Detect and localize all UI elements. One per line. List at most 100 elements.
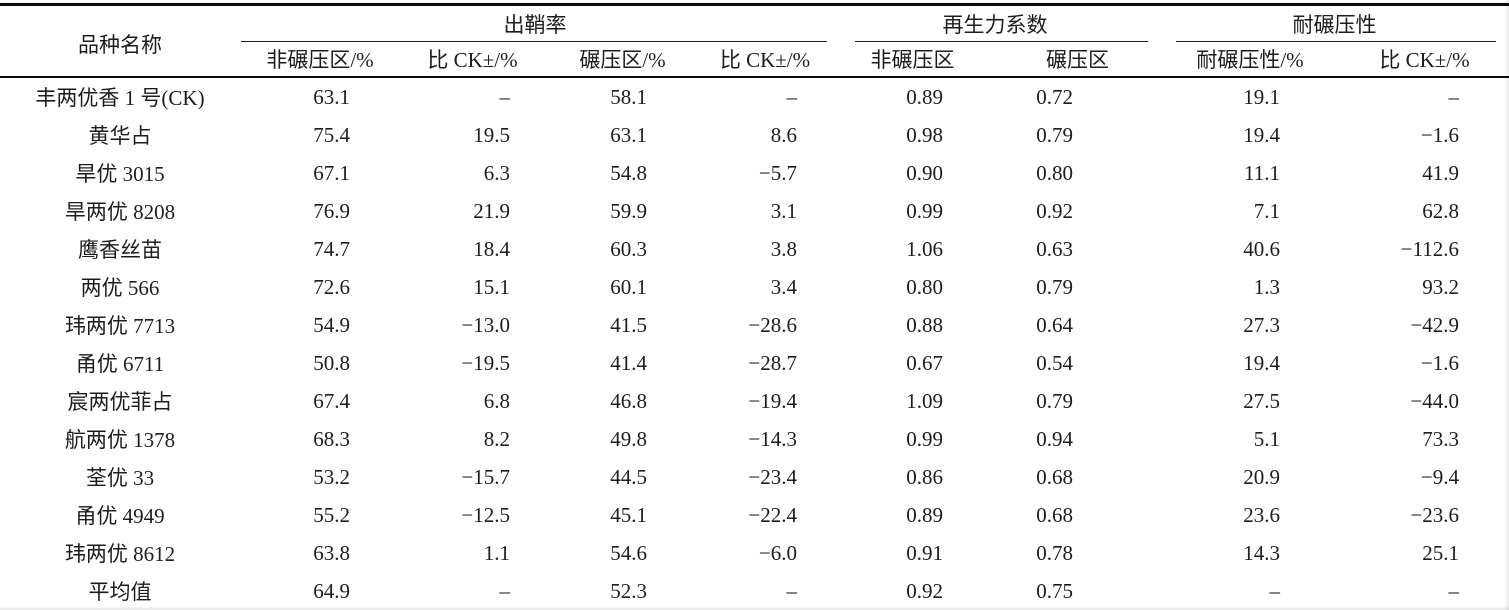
value-cell: 0.90 xyxy=(906,160,943,185)
value-cell: 0.92 xyxy=(906,578,943,603)
table-row: 玮两优 8612 63.8 1.1 54.6 −6.0 0.91 0.78 14.3 25.1 xyxy=(0,534,1509,572)
value-cell: 8.2 xyxy=(483,426,510,451)
value-cell: 0.91 xyxy=(906,540,943,565)
value-cell: 93.2 xyxy=(1422,274,1459,299)
variety-name-cell: 航两优 1378 xyxy=(64,428,176,452)
subheader-non-rolled-coef: 非碾压区 xyxy=(830,42,995,78)
value-cell: 5.1 xyxy=(1253,426,1280,451)
table-row: 平均值 64.9 – 52.3 – 0.92 0.75 – – xyxy=(0,572,1509,610)
value-cell: 46.8 xyxy=(610,388,647,413)
table-row: 甬优 4949 55.2 −12.5 45.1 −22.4 0.89 0.68 23.6 −23… xyxy=(0,496,1509,534)
value-cell: 62.8 xyxy=(1422,198,1459,223)
value-cell: 55.2 xyxy=(313,502,350,527)
value-cell: 0.99 xyxy=(906,426,943,451)
variety-name-cell: 玮两优 8612 xyxy=(64,542,176,566)
value-cell: 27.3 xyxy=(1243,312,1280,337)
value-cell: −19.5 xyxy=(461,350,510,375)
value-cell: 3.1 xyxy=(770,198,797,223)
value-cell: 20.9 xyxy=(1243,464,1280,489)
value-cell: −112.6 xyxy=(1400,236,1459,261)
value-cell: 3.4 xyxy=(770,274,797,299)
value-cell: −23.4 xyxy=(748,464,797,489)
value-cell: 60.1 xyxy=(610,274,647,299)
subheader-rolling-tolerance-pct: 耐碾压性/% xyxy=(1160,42,1340,78)
variety-name-cell: 两优 566 xyxy=(80,276,160,300)
value-cell: 19.1 xyxy=(1243,84,1280,109)
value-cell: −15.7 xyxy=(461,464,510,489)
value-cell: −9.4 xyxy=(1420,464,1459,489)
value-cell: −28.7 xyxy=(748,350,797,375)
value-cell: 27.5 xyxy=(1243,388,1280,413)
value-cell: −42.9 xyxy=(1410,312,1459,337)
value-cell: 19.4 xyxy=(1243,350,1280,375)
table-row: 旱优 3015 67.1 6.3 54.8 −5.7 0.90 0.80 11.1 41.9 xyxy=(0,154,1509,192)
variety-name-cell: 旱优 3015 xyxy=(75,162,165,186)
table-row: 鹰香丝苗 74.7 18.4 60.3 3.8 1.06 0.63 40.6 −112.6 xyxy=(0,230,1509,268)
value-cell: 6.3 xyxy=(483,160,510,185)
subheader-non-rolled-pct: 非碾压区/% xyxy=(240,42,400,78)
variety-name-cell: 丰两优香 1 号(CK) xyxy=(35,86,205,110)
value-cell: 0.54 xyxy=(1036,350,1073,375)
variety-name-cell: 旱两优 8208 xyxy=(64,200,176,224)
value-cell: 1.3 xyxy=(1253,274,1280,299)
table-row: 两优 566 72.6 15.1 60.1 3.4 0.80 0.79 1.3 93.2 xyxy=(0,268,1509,306)
value-cell: 25.1 xyxy=(1422,540,1459,565)
value-cell: 54.8 xyxy=(610,160,647,185)
table-row: 宸两优菲占 67.4 6.8 46.8 −19.4 1.09 0.79 27.5 −44.0 xyxy=(0,382,1509,420)
value-cell: −5.7 xyxy=(758,160,797,185)
value-cell: 0.86 xyxy=(906,464,943,489)
value-cell: 52.3 xyxy=(610,578,647,603)
value-cell: 0.79 xyxy=(1036,274,1073,299)
value-cell: 0.68 xyxy=(1036,464,1073,489)
value-cell: – xyxy=(499,578,511,603)
value-cell: 68.3 xyxy=(313,426,350,451)
value-cell: 44.5 xyxy=(610,464,647,489)
value-cell: – xyxy=(1269,578,1281,603)
value-cell: −44.0 xyxy=(1410,388,1459,413)
value-cell: −14.3 xyxy=(748,426,797,451)
header-subcolumn-row: 非碾压区/% 比 CK±/% 碾压区/% 比 CK±/% 非碾压区 碾压区 耐碾… xyxy=(0,42,1509,78)
group-header-regeneration-coefficient: 再生力系数 xyxy=(830,5,1160,43)
table-row: 丰两优香 1 号(CK) 63.1 – 58.1 – 0.89 0.72 19.1 – xyxy=(0,77,1509,116)
value-cell: 0.75 xyxy=(1036,578,1073,603)
value-cell: 41.4 xyxy=(610,350,647,375)
value-cell: 74.7 xyxy=(313,236,350,261)
group-header-sheath-emergence-rate: 出鞘率 xyxy=(240,5,830,43)
value-cell: 75.4 xyxy=(313,122,350,147)
value-cell: – xyxy=(499,84,511,109)
value-cell: 3.8 xyxy=(770,236,797,261)
value-cell: 1.09 xyxy=(906,388,943,413)
value-cell: – xyxy=(1448,84,1460,109)
value-cell: 64.9 xyxy=(313,578,350,603)
variety-name-cell: 平均值 xyxy=(88,580,152,604)
value-cell: 0.63 xyxy=(1036,236,1073,261)
table-row: 航两优 1378 68.3 8.2 49.8 −14.3 0.99 0.94 5.1 73.3 xyxy=(0,420,1509,458)
table-row: 旱两优 8208 76.9 21.9 59.9 3.1 0.99 0.92 7.1 62.8 xyxy=(0,192,1509,230)
value-cell: 0.80 xyxy=(906,274,943,299)
value-cell: 18.4 xyxy=(473,236,510,261)
value-cell: 19.5 xyxy=(473,122,510,147)
value-cell: 0.72 xyxy=(1036,84,1073,109)
variety-name-cell: 荃优 33 xyxy=(85,466,155,490)
variety-name-cell: 鹰香丝苗 xyxy=(78,238,162,262)
value-cell: 0.64 xyxy=(1036,312,1073,337)
value-cell: 0.89 xyxy=(906,502,943,527)
value-cell: 14.3 xyxy=(1243,540,1280,565)
variety-results-table: 品种名称 出鞘率 再生力系数 耐碾压性 非碾压区/% 比 CK±/% 碾压区/%… xyxy=(0,3,1509,610)
value-cell: 60.3 xyxy=(610,236,647,261)
value-cell: 59.9 xyxy=(610,198,647,223)
value-cell: −1.6 xyxy=(1420,122,1459,147)
value-cell: 63.1 xyxy=(610,122,647,147)
value-cell: – xyxy=(1448,578,1460,603)
value-cell: 19.4 xyxy=(1243,122,1280,147)
value-cell: −12.5 xyxy=(461,502,510,527)
value-cell: 1.06 xyxy=(906,236,943,261)
value-cell: 0.68 xyxy=(1036,502,1073,527)
value-cell: 11.1 xyxy=(1244,160,1280,185)
table-row: 荃优 33 53.2 −15.7 44.5 −23.4 0.86 0.68 20.9 −9.4 xyxy=(0,458,1509,496)
variety-name-cell: 黄华占 xyxy=(88,124,152,148)
subheader-vs-ck-pct-1: 比 CK±/% xyxy=(400,42,545,78)
value-cell: 0.79 xyxy=(1036,388,1073,413)
value-cell: 40.6 xyxy=(1243,236,1280,261)
